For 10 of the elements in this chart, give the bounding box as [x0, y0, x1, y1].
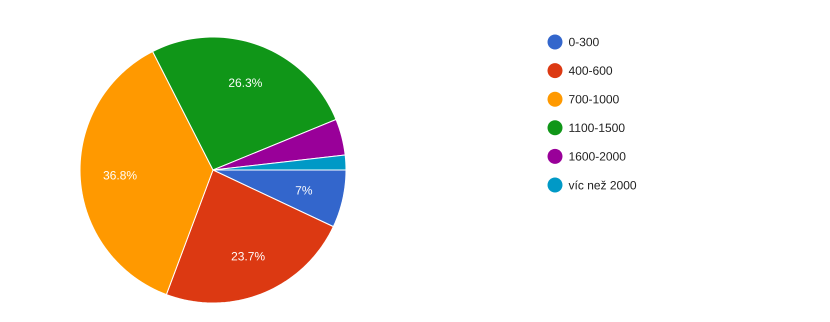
- data-label: 36.8%: [103, 171, 137, 180]
- data-label: 23.7%: [232, 252, 265, 260]
- legend-label: 1100-1500: [569, 124, 625, 132]
- legend-label: 1600-2000: [569, 152, 626, 161]
- legend-label: 0-300: [569, 38, 599, 46]
- legend-label: víc než 2000: [568, 180, 636, 190]
- data-label: 7%: [296, 186, 312, 195]
- legend-label: 400-600: [568, 66, 612, 75]
- legend-label: 700-1000: [569, 94, 619, 104]
- data-label: 26.3%: [228, 78, 262, 87]
